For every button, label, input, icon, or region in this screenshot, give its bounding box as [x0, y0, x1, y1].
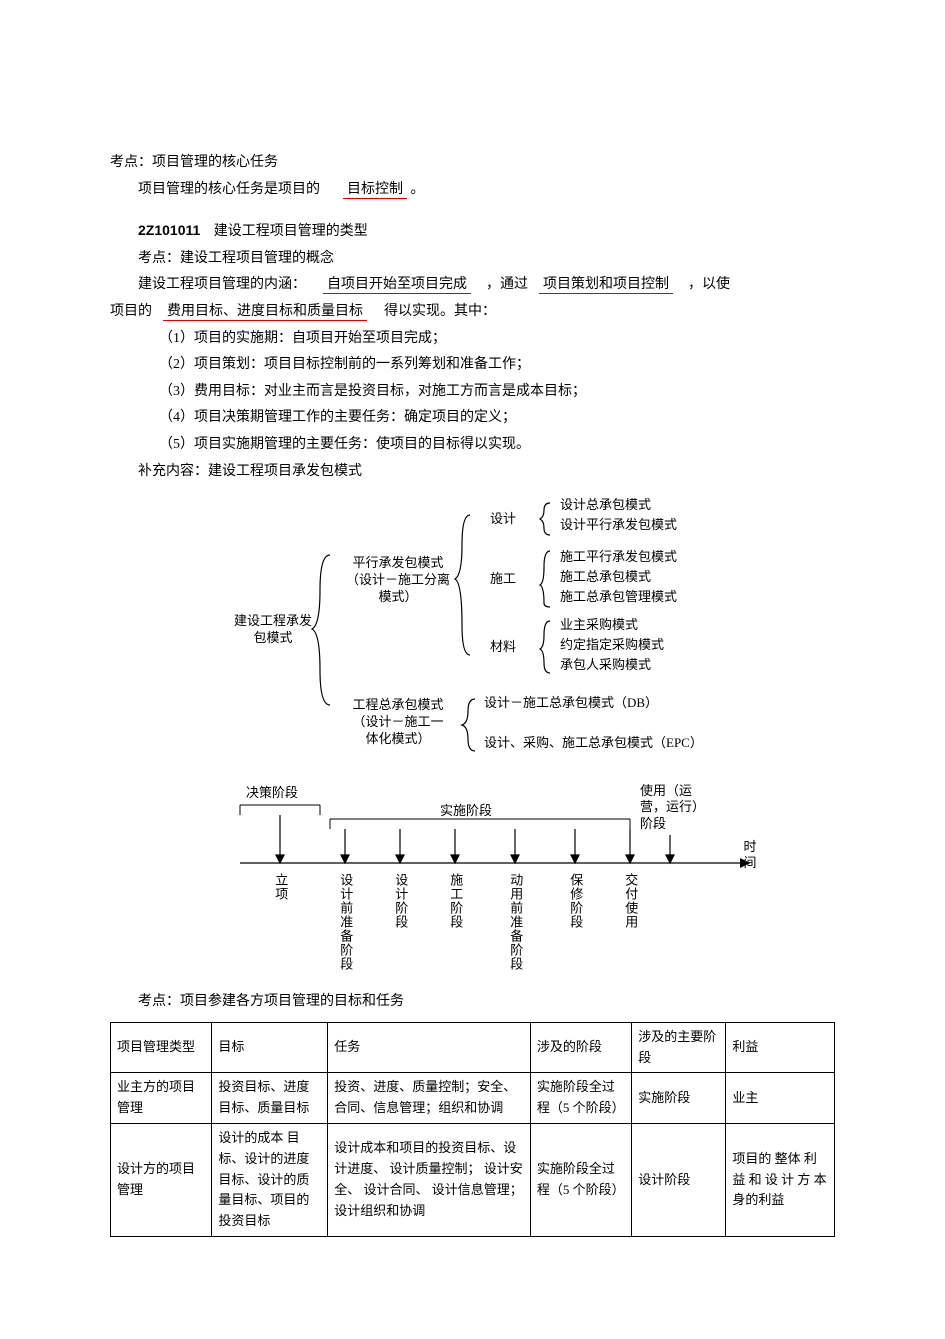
node-construction: 施工	[490, 571, 516, 588]
p2-u3: 费用目标、进度目标和质量目标	[163, 304, 367, 321]
leaf-d2-1: 施工平行承发包模式	[560, 549, 677, 566]
section-heading: 2Z101011 建设工程项目管理的类型	[110, 217, 835, 246]
table-header-row: 项目管理类型 目标 任务 涉及的阶段 涉及的主要阶段 利益	[111, 1022, 835, 1073]
r2c1: 设计方的项目管理	[111, 1123, 212, 1236]
p2-u1: 自项目开始至项目完成	[323, 277, 471, 294]
axis-label-time: 时 间	[730, 839, 770, 872]
r2c2: 设计的成本 目标、设计的进度目标、设计的质量目标、项目的投资目标	[212, 1123, 328, 1236]
section-code: 2Z101011	[138, 222, 200, 238]
th-objective: 目标	[212, 1022, 328, 1073]
p1: 项目管理的核心任务是项目的 目标控制 。	[110, 177, 835, 204]
r1c1: 业主方的项目管理	[111, 1073, 212, 1124]
b1-l3: 模式）	[338, 589, 458, 606]
phase-decision: 决策阶段	[246, 785, 298, 801]
r1c3: 投资、进度、质量控制；安全、合同、信息管理；组织和协调	[328, 1073, 531, 1124]
th-type: 项目管理类型	[111, 1022, 212, 1073]
use-l3: 阶段	[640, 816, 710, 832]
leaf-d3-3: 承包人采购模式	[560, 657, 651, 674]
r1c5: 实施阶段	[632, 1073, 726, 1124]
stage-1: 立项	[272, 873, 288, 901]
th-stage: 涉及的阶段	[530, 1022, 631, 1073]
p2-c: ，以使	[688, 277, 730, 292]
exam-point-1: 考点：项目管理的核心任务	[110, 150, 835, 177]
p2-line1: 建设工程项目管理的内涵： 自项目开始至项目完成 ，通过 项目策划和项目控制 ，以…	[110, 272, 835, 299]
p2-e: 得以实现。其中：	[384, 304, 496, 319]
th-main-stage: 涉及的主要阶段	[632, 1022, 726, 1073]
p1-b: 。	[411, 182, 425, 197]
stage-4: 施工阶段	[447, 873, 463, 929]
r1c6: 业主	[726, 1073, 835, 1124]
list-item-2: （2）项目策划：项目目标控制前的一系列筹划和准备工作；	[110, 352, 835, 379]
leaf-d2-2: 施工总承包模式	[560, 569, 651, 586]
leaf-d1-2: 设计平行承发包模式	[560, 517, 677, 534]
exam-point-2: 考点：建设工程项目管理的概念	[110, 246, 835, 273]
phase-use: 使用（运 营，运行） 阶段	[640, 783, 710, 832]
leaf-e1: 设计－施工总承包模式（DB）	[484, 695, 658, 712]
root-l2: 包模式	[218, 630, 328, 647]
tree-root: 建设工程承发 包模式	[218, 613, 328, 647]
r2c3: 设计成本和项目的投资目标、设计进度、 设计质量控制； 设计安全、 设计合同、 设…	[328, 1123, 531, 1236]
th-interest: 利益	[726, 1022, 835, 1073]
exam-point-3: 考点：项目参建各方项目管理的目标和任务	[110, 989, 835, 1016]
r2c4: 实施阶段全过程（5 个阶段）	[530, 1123, 631, 1236]
r2c6: 项目的 整体 利益 和 设 计 方 本身的利益	[726, 1123, 835, 1236]
list-item-1: （1）项目的实施期：自项目开始至项目完成；	[110, 326, 835, 353]
table-row-designer: 设计方的项目管理 设计的成本 目标、设计的进度目标、设计的质量目标、项目的投资目…	[111, 1123, 835, 1236]
root-l1: 建设工程承发	[218, 613, 328, 630]
branch-epc: 工程总承包模式 （设计－施工一 体化模式）	[338, 697, 458, 748]
stage-2: 设计前准备阶段	[337, 873, 353, 971]
leaf-d1-1: 设计总承包模式	[560, 497, 651, 514]
r1c4: 实施阶段全过程（5 个阶段）	[530, 1073, 631, 1124]
p2-d: 项目的	[110, 304, 152, 319]
p2-b: ，通过	[486, 277, 528, 292]
contract-mode-tree: 建设工程承发 包模式 平行承发包模式 （设计－施工分离 模式） 工程总承包模式 …	[170, 495, 890, 775]
use-l1: 使用（运	[640, 783, 710, 799]
stage-5: 动用前准备阶段	[507, 873, 523, 971]
b2-l2: （设计－施工一	[338, 714, 458, 731]
th-task: 任务	[328, 1022, 531, 1073]
p2-u2: 项目策划和项目控制	[539, 277, 673, 294]
p2-a: 建设工程项目管理的内涵：	[138, 277, 306, 292]
stage-6: 保修阶段	[567, 873, 583, 929]
p1-a: 项目管理的核心任务是项目的	[138, 182, 320, 197]
stage-3: 设计阶段	[392, 873, 408, 929]
node-material: 材料	[490, 639, 516, 656]
list-item-5: （5）项目实施期管理的主要任务：使项目的目标得以实现。	[110, 432, 835, 459]
pm-objectives-table: 项目管理类型 目标 任务 涉及的阶段 涉及的主要阶段 利益 业主方的项目管理 投…	[110, 1022, 835, 1237]
p2-line2: 项目的 费用目标、进度目标和质量目标 得以实现。其中：	[110, 299, 835, 326]
leaf-d3-1: 业主采购模式	[560, 617, 638, 634]
node-design: 设计	[490, 511, 516, 528]
phase-implementation: 实施阶段	[440, 803, 492, 819]
table-row-owner: 业主方的项目管理 投资目标、进度目标、质量目标 投资、进度、质量控制；安全、合同…	[111, 1073, 835, 1124]
b2-l3: 体化模式）	[338, 731, 458, 748]
r1c2: 投资目标、进度目标、质量目标	[212, 1073, 328, 1124]
p1-underline: 目标控制	[343, 182, 407, 199]
branch-parallel: 平行承发包模式 （设计－施工分离 模式）	[338, 555, 458, 606]
supplement: 补充内容：建设工程项目承发包模式	[110, 459, 835, 486]
list-item-3: （3）费用目标：对业主而言是投资目标，对施工方而言是成本目标；	[110, 379, 835, 406]
list-item-4: （4）项目决策期管理工作的主要任务：确定项目的定义；	[110, 405, 835, 432]
project-timeline: 决策阶段 实施阶段 使用（运 营，运行） 阶段 时 间 立项 设计前准备阶段 设…	[230, 785, 790, 975]
b1-l1: 平行承发包模式	[338, 555, 458, 572]
time-l2: 间	[730, 855, 770, 871]
leaf-d3-2: 约定指定采购模式	[560, 637, 664, 654]
stage-7: 交付使用	[622, 873, 638, 929]
b2-l1: 工程总承包模式	[338, 697, 458, 714]
section-title: 建设工程项目管理的类型	[214, 224, 368, 239]
leaf-e2: 设计、采购、施工总承包模式（EPC）	[484, 735, 703, 752]
b1-l2: （设计－施工分离	[338, 572, 458, 589]
time-l1: 时	[730, 839, 770, 855]
use-l2: 营，运行）	[640, 799, 710, 815]
r2c5: 设计阶段	[632, 1123, 726, 1236]
leaf-d2-3: 施工总承包管理模式	[560, 589, 677, 606]
